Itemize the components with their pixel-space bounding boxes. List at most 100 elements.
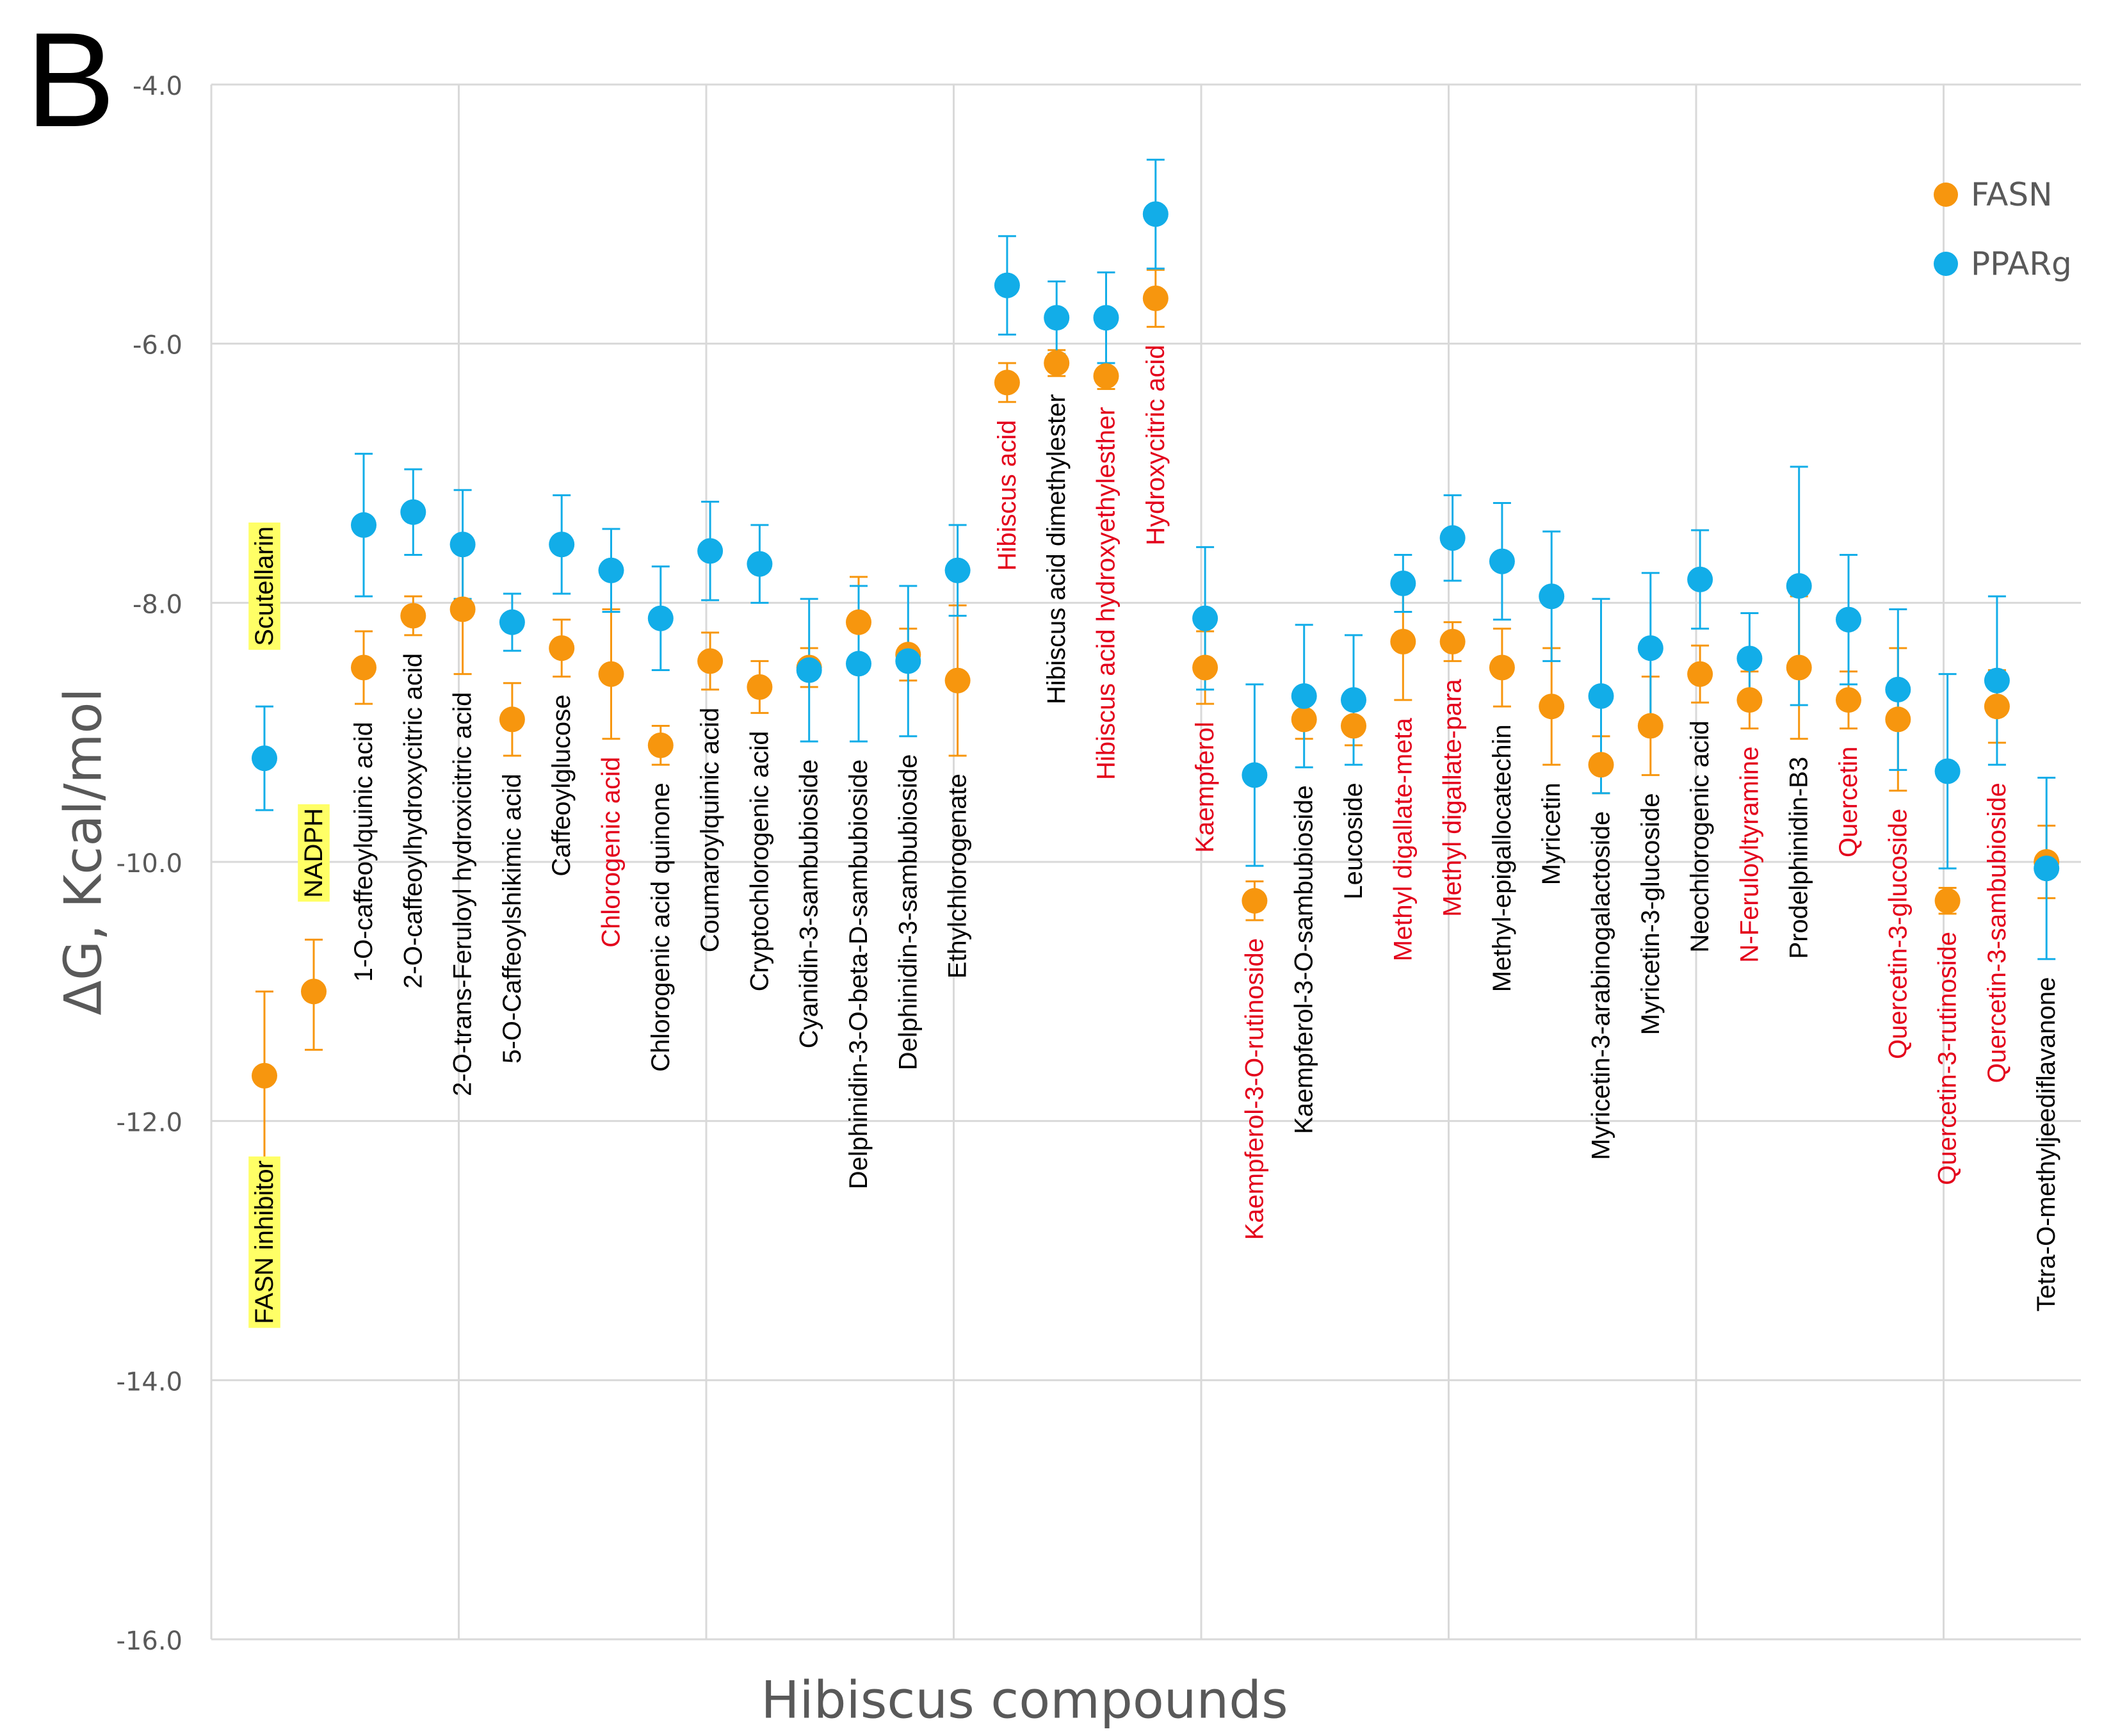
pparg-point xyxy=(351,512,376,538)
pparg-point xyxy=(1489,548,1515,574)
compound-label: Myricetin-3-glucoside xyxy=(1637,793,1665,1035)
pparg-point xyxy=(1885,676,1911,702)
legend-marker-pparg xyxy=(1934,252,1958,276)
compound-label: Ethylchlorogenate xyxy=(944,774,972,978)
compound-label: Hibiscus acid hydroxyethylesther xyxy=(1092,407,1121,779)
fasn-point xyxy=(1093,363,1119,389)
pparg-point xyxy=(1142,201,1169,227)
legend-label-pparg: PPARg xyxy=(1971,245,2072,282)
pparg-point xyxy=(1934,758,1961,784)
compound-label: Delphinidin-3-sambubioside xyxy=(894,754,922,1071)
compound-label: Hibiscus acid xyxy=(993,420,1021,571)
fasn-point xyxy=(598,661,624,687)
compound-label: Methyl digallate-para xyxy=(1439,679,1467,917)
pparg-point xyxy=(598,557,624,583)
compound-label: Prodelphinidin-B3 xyxy=(1785,757,1813,959)
pparg-point xyxy=(944,557,971,583)
compound-label: Quercetin-3-glucoside xyxy=(1884,809,1912,1059)
fasn-point xyxy=(1489,654,1515,681)
y-tick-label: -6.0 xyxy=(133,331,182,361)
compound-label: Quercetin xyxy=(1834,747,1863,857)
pparg-point xyxy=(1984,667,2010,694)
pparg-point xyxy=(1637,635,1663,661)
compound-label: Myricetin xyxy=(1537,783,1566,885)
pparg-point xyxy=(1390,570,1416,596)
compound-labels: FASN inhibitor NADPH Scutellarin 1-O-caffeo… xyxy=(250,345,2060,1324)
y-tick-label: -16.0 xyxy=(117,1626,183,1656)
compound-label: Chlorogenic acid quinone xyxy=(647,783,675,1071)
fasn-point xyxy=(747,674,773,700)
pparg-point xyxy=(796,657,822,683)
compound-label: Quercetin-3-sambubioside xyxy=(1983,783,2011,1083)
label-highlight xyxy=(248,523,280,650)
legend-marker-fasn xyxy=(1934,183,1958,207)
fasn-point xyxy=(1885,706,1911,733)
fasn-point xyxy=(1539,694,1565,720)
fasn-point xyxy=(1044,350,1070,377)
compound-label: Hibiscus acid dimethylester xyxy=(1042,394,1071,704)
fasn-point xyxy=(994,369,1020,396)
pparg-point xyxy=(1291,683,1317,710)
legend: FASN PPARg xyxy=(1934,160,2072,298)
fasn-point xyxy=(499,706,525,733)
compound-label: Hydroxycitric acid xyxy=(1142,345,1170,545)
pparg-point xyxy=(499,609,525,635)
pparg-point xyxy=(747,551,773,577)
fasn-point xyxy=(1439,629,1466,655)
compound-label: Myricetin-3-arabinogalactoside xyxy=(1587,811,1615,1160)
fasn-point xyxy=(846,609,871,635)
x-axis-title: Hibiscus compounds xyxy=(761,1670,1288,1730)
y-tick-label: -10.0 xyxy=(117,849,183,879)
fasn-point xyxy=(1934,888,1961,914)
pparg-point xyxy=(846,651,871,677)
pparg-point xyxy=(1044,305,1070,331)
y-tick-label: -14.0 xyxy=(117,1367,183,1397)
y-axis-title: ΔG, Kcal/mol xyxy=(53,688,113,1016)
compound-label: Leucoside xyxy=(1339,783,1368,899)
data-points xyxy=(252,201,2060,1089)
compound-label: Kaempferol xyxy=(1191,722,1219,853)
pparg-point xyxy=(647,605,674,631)
compound-label: Methyl digallate-meta xyxy=(1389,717,1417,961)
panel-label: B xyxy=(26,4,116,155)
fasn-point xyxy=(1736,687,1763,713)
compound-label: Coumaroylquinic acid xyxy=(696,708,724,952)
pparg-point xyxy=(549,531,575,558)
compound-label: Caffeoylglucose xyxy=(547,695,576,877)
pparg-point xyxy=(1439,525,1466,551)
reference-highlights xyxy=(248,523,330,1328)
pparg-point xyxy=(2034,856,2060,882)
reference-label: NADPH xyxy=(300,808,328,898)
reference-point xyxy=(301,978,327,1005)
pparg-point xyxy=(1836,606,1861,633)
fasn-point xyxy=(549,635,575,661)
compound-label: 1-O-caffeoylquinic acid xyxy=(350,722,378,982)
fasn-point xyxy=(1687,661,1713,687)
y-tick-label: -4.0 xyxy=(133,72,182,101)
fasn-point xyxy=(697,648,724,674)
compound-label: Delphinidin-3-O-beta-D-sambubioside xyxy=(845,759,873,1189)
pparg-point xyxy=(1192,605,1218,631)
reference-label: Scutellarin xyxy=(250,526,279,646)
pparg-point xyxy=(697,538,724,564)
reference-point xyxy=(252,745,277,772)
compound-label: N-Feruloyltyramine xyxy=(1735,747,1763,963)
pparg-point xyxy=(1242,762,1268,788)
pparg-point xyxy=(1539,583,1565,610)
label-highlight xyxy=(298,804,330,902)
pparg-point xyxy=(1687,566,1713,592)
pparg-point xyxy=(1341,687,1366,713)
fasn-point xyxy=(1588,752,1614,778)
fasn-point xyxy=(1637,713,1663,739)
fasn-point xyxy=(1142,285,1169,311)
reference-label: FASN inhibitor xyxy=(250,1160,279,1324)
fasn-point xyxy=(944,667,971,694)
fasn-point xyxy=(1291,706,1317,733)
compound-label: Cryptochlorogenic acid xyxy=(745,731,773,991)
reference-point xyxy=(252,1062,277,1089)
pparg-point xyxy=(449,531,476,558)
legend-item-fasn: FASN xyxy=(1934,160,2072,229)
pparg-point xyxy=(1588,683,1614,710)
fasn-point xyxy=(1984,694,2010,720)
